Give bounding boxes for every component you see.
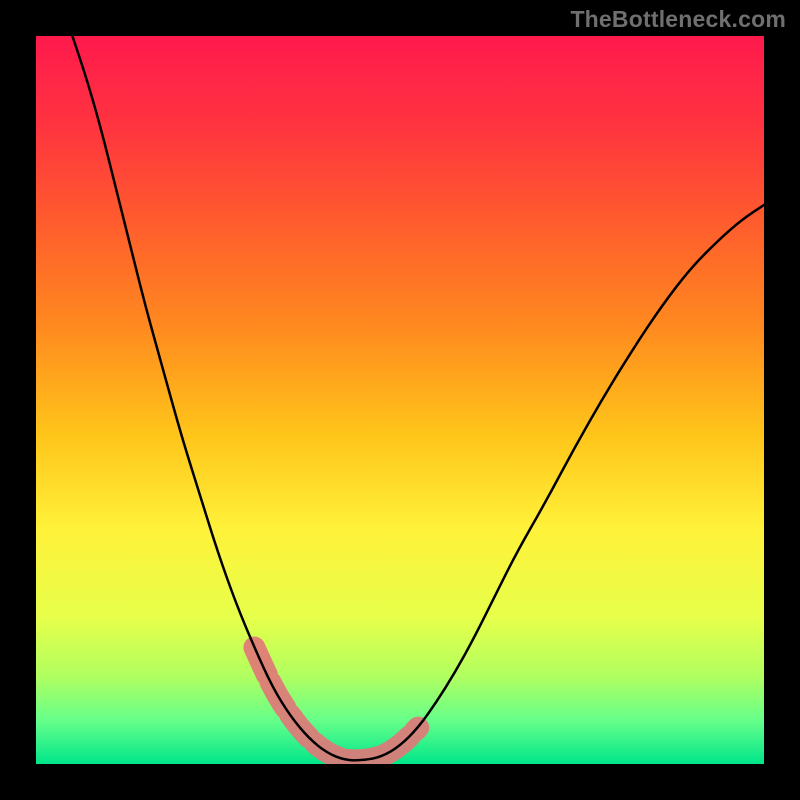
plot-area (36, 36, 764, 764)
highlight-overlay (254, 648, 418, 761)
watermark-text: TheBottleneck.com (570, 6, 786, 33)
chart-frame: TheBottleneck.com (0, 0, 800, 800)
main-curve (72, 36, 764, 760)
curve-layer (36, 36, 764, 764)
